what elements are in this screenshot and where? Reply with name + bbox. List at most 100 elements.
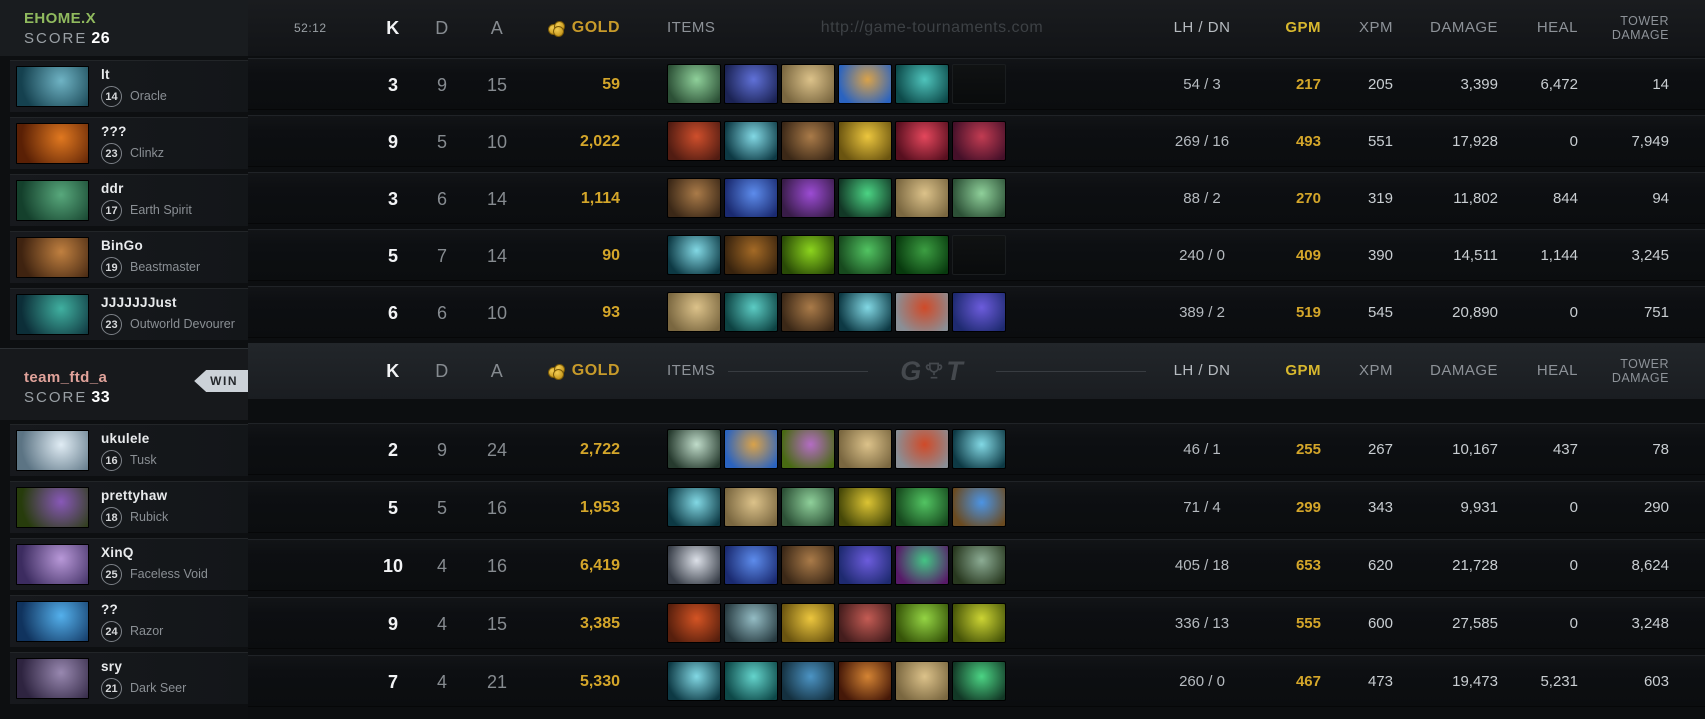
divider xyxy=(996,371,1146,372)
item-tp-scroll-icon xyxy=(895,178,949,218)
player-row[interactable]: ukulele 16 Tusk xyxy=(10,424,248,476)
items-list xyxy=(667,487,1006,527)
stats-row: 9 5 10 2,022 269 / 16 493 551 17,928 0 7… xyxy=(248,115,1705,167)
item-boots-icon xyxy=(781,121,835,161)
kills-value: 10 xyxy=(382,556,404,576)
item-white-red-armor-icon xyxy=(895,292,949,332)
item-blue-jar-icon xyxy=(838,64,892,104)
col-assists: A xyxy=(490,361,504,381)
deaths-value: 4 xyxy=(436,556,447,576)
heal-value: 5,231 xyxy=(1540,673,1578,690)
stats-row: 6 6 10 93 389 / 2 519 545 20,890 0 751 xyxy=(248,286,1705,338)
player-info: ??? 23 Clinkz xyxy=(101,124,164,164)
col-heal: HEAL xyxy=(1536,362,1578,379)
damage-value: 9,931 xyxy=(1460,499,1498,516)
gpm-value: 493 xyxy=(1295,133,1321,150)
hero-portrait xyxy=(16,658,89,699)
player-info: ukulele 16 Tusk xyxy=(101,431,157,471)
damage-value: 14,511 xyxy=(1453,247,1498,264)
lasthits-denies-value: 88 / 2 xyxy=(1183,190,1221,207)
hero-portrait xyxy=(16,180,89,221)
player-name: JJJJJJJust xyxy=(101,294,177,310)
level-badge: 18 xyxy=(101,506,122,528)
heal-value: 6,472 xyxy=(1540,76,1578,93)
heal-value: 0 xyxy=(1569,133,1578,150)
item-pale-wand-icon xyxy=(667,429,721,469)
lasthits-denies-value: 269 / 16 xyxy=(1174,133,1230,150)
stats-row: 2 9 24 2,722 46 / 1 255 267 10,167 437 7… xyxy=(248,423,1705,475)
col-kills: K xyxy=(386,18,400,38)
player-row[interactable]: JJJJJJJust 23 Outworld Devourer xyxy=(10,288,248,340)
items-list xyxy=(667,121,1006,161)
deaths-value: 6 xyxy=(436,189,447,209)
gold-value: 6,419 xyxy=(579,557,620,574)
gold-value: 1,114 xyxy=(580,190,620,207)
team-section-sidebar: EHOME.X SCORE 26 lt 14 Oracle ??? 23 Clin… xyxy=(0,0,248,340)
hero-portrait xyxy=(16,430,89,471)
tower-damage-value: 7,949 xyxy=(1631,133,1669,150)
player-row[interactable]: ??? 23 Clinkz xyxy=(10,117,248,169)
team-header: EHOME.X SCORE 26 xyxy=(0,0,248,56)
gold-value: 5,330 xyxy=(579,673,620,690)
col-damage: DAMAGE xyxy=(1429,362,1498,379)
player-row[interactable]: lt 14 Oracle xyxy=(10,60,248,112)
item-teal-blade-icon xyxy=(667,235,721,275)
xpm-value: 390 xyxy=(1367,247,1393,264)
col-items: ITEMS xyxy=(667,362,716,379)
item-blue-dagger-icon xyxy=(724,545,778,585)
player-row[interactable]: BinGo 19 Beastmaster xyxy=(10,231,248,283)
hero-portrait xyxy=(16,294,89,335)
xpm-value: 205 xyxy=(1367,76,1393,93)
hero-portrait xyxy=(16,487,89,528)
gpm-value: 519 xyxy=(1295,304,1321,321)
stats-rows: 2 9 24 2,722 46 / 1 255 267 10,167 437 7… xyxy=(248,423,1705,707)
items-list xyxy=(667,64,1006,104)
heal-value: 0 xyxy=(1569,557,1578,574)
deaths-value: 5 xyxy=(436,132,447,152)
tower-damage-value: 290 xyxy=(1643,499,1669,516)
hero-name: Tusk xyxy=(130,453,157,467)
item-red-crystal-icon xyxy=(895,121,949,161)
hero-name: Rubick xyxy=(130,510,169,524)
gold-value: 90 xyxy=(602,247,620,264)
item-boots-icon xyxy=(781,292,835,332)
kills-value: 9 xyxy=(387,614,398,634)
gpm-value: 255 xyxy=(1295,441,1321,458)
level-badge: 14 xyxy=(101,85,122,107)
item-oblivion-staff-icon xyxy=(667,64,721,104)
player-name: XinQ xyxy=(101,544,134,560)
lasthits-denies-value: 240 / 0 xyxy=(1179,247,1225,264)
kills-value: 2 xyxy=(387,440,398,460)
tower-damage-value: 14 xyxy=(1652,76,1669,93)
item-teal-blade-icon xyxy=(667,661,721,701)
gold-value: 59 xyxy=(602,76,620,93)
deaths-value: 6 xyxy=(436,303,447,323)
player-row[interactable]: sry 21 Dark Seer xyxy=(10,652,248,704)
item-green-vortex-icon xyxy=(781,235,835,275)
item-teal-hammer-icon xyxy=(724,661,778,701)
table-header: 52:12 K D A GOLD ITEMS http://game-tourn… xyxy=(248,0,1705,56)
item-violet-orb-icon xyxy=(952,292,1006,332)
hero-portrait xyxy=(16,601,89,642)
stats-row: 3 9 15 59 54 / 3 217 205 3,399 6,472 14 xyxy=(248,58,1705,110)
player-row[interactable]: prettyhaw 18 Rubick xyxy=(10,481,248,533)
kills-value: 6 xyxy=(387,303,398,323)
player-name: sry xyxy=(101,658,123,674)
hero-name: Razor xyxy=(130,624,164,638)
player-row[interactable]: ?? 24 Razor xyxy=(10,595,248,647)
player-row[interactable]: ddr 17 Earth Spirit xyxy=(10,174,248,226)
item-green-armor-icon xyxy=(952,545,1006,585)
team-header: team_ftd_a SCORE 33 WIN xyxy=(0,348,248,420)
gold-value: 1,953 xyxy=(579,499,620,516)
player-row[interactable]: XinQ 25 Faceless Void xyxy=(10,538,248,590)
team-score: SCORE 26 xyxy=(24,30,248,48)
item-snake-trap-icon xyxy=(724,235,778,275)
heal-value: 0 xyxy=(1569,615,1578,632)
tower-damage-value: 78 xyxy=(1652,441,1669,458)
assists-value: 14 xyxy=(486,189,508,209)
team-section-sidebar: team_ftd_a SCORE 33 WIN ukulele 16 Tusk p… xyxy=(0,348,248,704)
items-list xyxy=(667,661,1006,701)
lasthits-denies-value: 54 / 3 xyxy=(1183,76,1221,93)
assists-value: 16 xyxy=(486,556,508,576)
